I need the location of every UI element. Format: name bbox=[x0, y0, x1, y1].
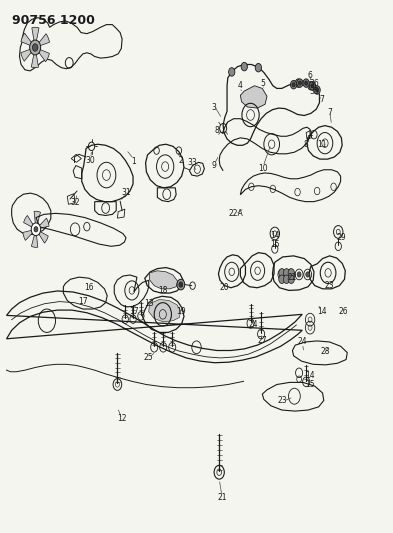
Text: 26: 26 bbox=[338, 307, 348, 316]
Text: 15: 15 bbox=[305, 380, 315, 389]
Polygon shape bbox=[241, 86, 267, 108]
Circle shape bbox=[34, 227, 38, 232]
Polygon shape bbox=[24, 215, 36, 229]
Text: 16: 16 bbox=[84, 283, 94, 292]
Text: 31: 31 bbox=[121, 188, 131, 197]
Circle shape bbox=[288, 272, 292, 277]
Circle shape bbox=[30, 40, 40, 55]
Circle shape bbox=[241, 62, 248, 71]
Text: 11: 11 bbox=[317, 140, 327, 149]
Text: 24: 24 bbox=[248, 320, 258, 329]
Circle shape bbox=[297, 79, 303, 87]
Text: 27: 27 bbox=[257, 336, 267, 345]
Circle shape bbox=[298, 81, 301, 85]
Text: 30: 30 bbox=[86, 156, 95, 165]
Text: 5: 5 bbox=[261, 78, 266, 87]
Circle shape bbox=[283, 275, 290, 284]
Circle shape bbox=[292, 83, 295, 87]
Text: 35: 35 bbox=[309, 86, 319, 95]
Polygon shape bbox=[31, 47, 39, 68]
Polygon shape bbox=[35, 34, 50, 47]
Circle shape bbox=[283, 269, 290, 277]
Polygon shape bbox=[21, 33, 35, 47]
Text: 18: 18 bbox=[158, 286, 168, 295]
Text: 7: 7 bbox=[320, 94, 324, 103]
Circle shape bbox=[303, 79, 309, 87]
Text: 23: 23 bbox=[278, 396, 287, 405]
Circle shape bbox=[255, 63, 261, 72]
Circle shape bbox=[290, 80, 297, 89]
Polygon shape bbox=[31, 229, 38, 247]
Circle shape bbox=[279, 275, 285, 284]
Polygon shape bbox=[149, 271, 178, 289]
Text: 25: 25 bbox=[144, 353, 154, 362]
Polygon shape bbox=[21, 47, 35, 61]
Text: 6: 6 bbox=[308, 70, 312, 79]
Text: 19: 19 bbox=[176, 307, 185, 316]
Polygon shape bbox=[35, 47, 50, 62]
Text: 20: 20 bbox=[219, 283, 229, 292]
Text: 4: 4 bbox=[237, 81, 242, 90]
Text: 8: 8 bbox=[215, 126, 219, 135]
Circle shape bbox=[295, 79, 301, 87]
Text: 17: 17 bbox=[78, 296, 88, 305]
Text: 14: 14 bbox=[305, 371, 315, 380]
Circle shape bbox=[280, 272, 284, 277]
Text: 3: 3 bbox=[212, 102, 217, 111]
Text: 22: 22 bbox=[288, 273, 297, 281]
Text: 2: 2 bbox=[178, 156, 183, 165]
Text: 15: 15 bbox=[270, 240, 280, 249]
Text: 21: 21 bbox=[217, 493, 227, 502]
Text: 36: 36 bbox=[309, 78, 319, 87]
Text: 7: 7 bbox=[327, 108, 332, 117]
Polygon shape bbox=[23, 229, 36, 240]
Polygon shape bbox=[34, 211, 40, 229]
Circle shape bbox=[288, 269, 294, 277]
Text: 14: 14 bbox=[317, 307, 327, 316]
Text: 24: 24 bbox=[298, 337, 307, 346]
Text: 9: 9 bbox=[212, 161, 217, 170]
Text: 12: 12 bbox=[118, 414, 127, 423]
Text: 22A: 22A bbox=[228, 209, 243, 218]
Circle shape bbox=[316, 88, 319, 92]
Circle shape bbox=[309, 82, 316, 90]
Circle shape bbox=[279, 269, 285, 277]
Circle shape bbox=[308, 82, 314, 90]
Text: 1: 1 bbox=[132, 157, 136, 166]
Polygon shape bbox=[36, 218, 49, 229]
Text: 8: 8 bbox=[304, 140, 309, 149]
Text: 28: 28 bbox=[321, 347, 331, 356]
Text: 29: 29 bbox=[336, 233, 346, 242]
Circle shape bbox=[288, 275, 294, 284]
Circle shape bbox=[229, 68, 235, 76]
Polygon shape bbox=[36, 229, 48, 243]
Polygon shape bbox=[149, 300, 181, 322]
Text: 13: 13 bbox=[145, 299, 154, 308]
Circle shape bbox=[177, 279, 185, 290]
Text: 10: 10 bbox=[258, 164, 268, 173]
Polygon shape bbox=[32, 27, 39, 47]
Circle shape bbox=[31, 223, 40, 236]
Text: 14: 14 bbox=[270, 231, 280, 240]
Circle shape bbox=[305, 81, 308, 85]
Text: 17: 17 bbox=[129, 307, 139, 316]
Text: 23: 23 bbox=[325, 280, 334, 289]
Circle shape bbox=[311, 84, 314, 88]
Text: 90756 1200: 90756 1200 bbox=[13, 14, 95, 27]
Circle shape bbox=[32, 44, 38, 51]
Circle shape bbox=[314, 86, 320, 94]
Text: 33: 33 bbox=[188, 158, 197, 167]
Circle shape bbox=[306, 272, 310, 277]
Text: 32: 32 bbox=[70, 198, 80, 207]
Circle shape bbox=[179, 282, 183, 287]
Circle shape bbox=[297, 272, 301, 277]
